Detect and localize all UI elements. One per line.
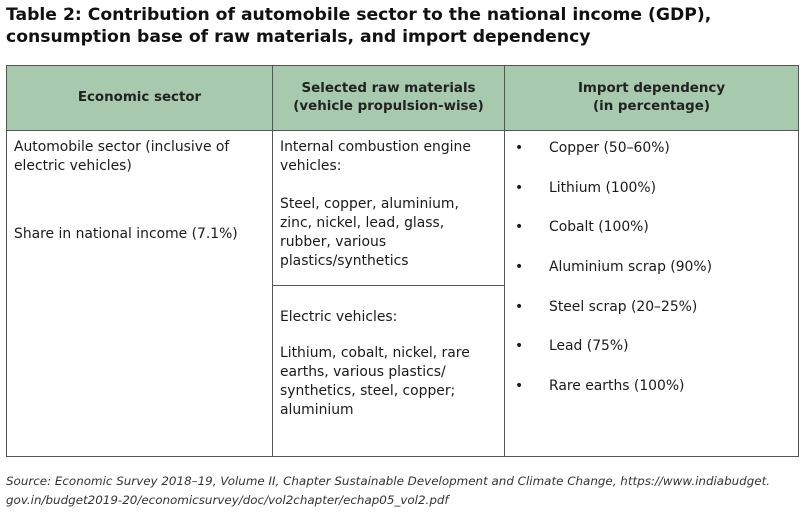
table-row: Automobile sector (inclusive of electric… xyxy=(6,130,799,457)
source-line-2: gov.in/budget2019-20/economicsurvey/doc/… xyxy=(6,493,449,507)
bullet-icon: • xyxy=(515,338,524,355)
import-dependency-list: • Copper (50–60%) • Lithium (100%) • Cobalt… xyxy=(505,131,798,417)
ev-heading: Electric vehicles: xyxy=(280,309,398,325)
header-raw-materials: Selected raw materials (vehicle propulsi… xyxy=(272,65,505,131)
raw-materials-cell: Internal combustion engine vehicles: Ste… xyxy=(272,130,505,457)
header-import-dependency-line-2: (in percentage) xyxy=(593,99,710,114)
bullet-icon: • xyxy=(515,140,524,156)
list-item: • Aluminium scrap (90%) xyxy=(515,259,713,276)
economic-sector-cell: Automobile sector (inclusive of electric… xyxy=(6,130,273,457)
ev-materials-line-4: aluminium xyxy=(280,402,354,418)
header-raw-materials-line-1: Selected raw materials xyxy=(301,81,476,96)
header-import-dependency: Import dependency (in percentage) xyxy=(504,65,799,131)
list-item: • Lead (75%) xyxy=(515,338,629,355)
ice-materials-line-1: Steel, copper, aluminium, xyxy=(280,196,459,212)
list-item: • Rare earths (100%) xyxy=(515,378,685,395)
table-title: Table 2: Contribution of automobile sect… xyxy=(6,4,806,48)
ice-heading-line-2: vehicles: xyxy=(280,158,342,174)
list-item: • Cobalt (100%) xyxy=(515,219,649,236)
share-in-national-income: Share in national income (7.1%) xyxy=(14,226,238,242)
list-item: • Copper (50–60%) xyxy=(515,140,670,156)
header-row: Economic sector Selected raw materials (… xyxy=(6,65,799,131)
ev-materials-line-3: synthetics, steel, copper; xyxy=(280,383,456,399)
table-title-line-2: consumption base of raw materials, and i… xyxy=(6,27,591,47)
header-import-dependency-line-1: Import dependency xyxy=(577,81,726,96)
import-dependency-cell: • Copper (50–60%) • Lithium (100%) • Cobalt… xyxy=(504,130,799,457)
ev-materials-line-2: earths, various plastics/ xyxy=(280,364,446,380)
bullet-icon: • xyxy=(515,259,524,276)
header-economic-sector: Economic sector xyxy=(6,65,273,131)
ice-materials-line-4: plastics/synthetics xyxy=(280,253,409,269)
list-item: • Lithium (100%) xyxy=(515,179,657,196)
ice-heading-line-1: Internal combustion engine xyxy=(280,139,471,155)
ice-materials-line-3: rubber, various xyxy=(280,234,387,250)
bullet-icon: • xyxy=(515,219,524,236)
bullet-icon: • xyxy=(515,378,524,395)
sector-line-2: electric vehicles) xyxy=(14,158,132,174)
source-note: Source: Economic Survey 2018–19, Volume … xyxy=(6,472,806,510)
contribution-table: Economic sector Selected raw materials (… xyxy=(6,65,799,457)
bullet-icon: • xyxy=(515,179,524,196)
ice-materials-line-2: zinc, nickel, lead, glass, xyxy=(280,215,445,231)
header-raw-materials-line-2: (vehicle propulsion-wise) xyxy=(293,99,484,114)
ev-section: Electric vehicles: Lithium, cobalt, nick… xyxy=(273,286,504,420)
sector-line-1: Automobile sector (inclusive of xyxy=(14,139,230,155)
list-item: • Steel scrap (20–25%) xyxy=(515,298,698,315)
bullet-icon: • xyxy=(515,298,524,315)
source-line-1: Source: Economic Survey 2018–19, Volume … xyxy=(6,474,771,488)
ev-materials-line-1: Lithium, cobalt, nickel, rare xyxy=(280,345,470,361)
table-title-line-1: Table 2: Contribution of automobile sect… xyxy=(6,5,712,25)
ice-vehicles-section: Internal combustion engine vehicles: Ste… xyxy=(273,131,504,286)
